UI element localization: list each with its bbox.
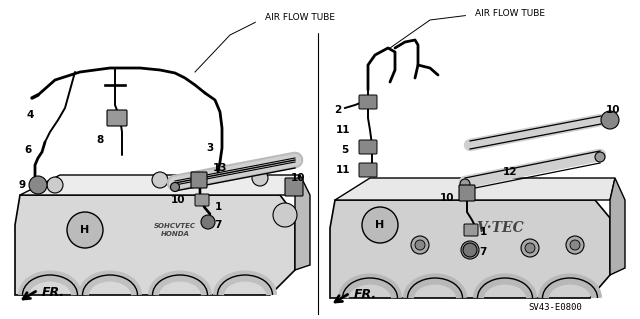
Text: 13: 13: [212, 163, 227, 173]
Circle shape: [463, 243, 477, 257]
Text: V·TEC: V·TEC: [476, 221, 524, 235]
Text: FR.: FR.: [42, 286, 65, 299]
Text: 6: 6: [24, 145, 31, 155]
Polygon shape: [15, 195, 295, 295]
Circle shape: [252, 170, 268, 186]
Text: AIR FLOW TUBE: AIR FLOW TUBE: [475, 9, 545, 18]
Text: 7: 7: [479, 247, 486, 257]
Text: 1: 1: [479, 227, 486, 237]
Circle shape: [152, 172, 168, 188]
Text: 10: 10: [440, 193, 454, 203]
Text: H: H: [81, 225, 90, 235]
Polygon shape: [335, 178, 615, 200]
Circle shape: [67, 212, 103, 248]
Circle shape: [411, 236, 429, 254]
FancyBboxPatch shape: [107, 110, 127, 126]
Circle shape: [29, 176, 47, 194]
Circle shape: [570, 240, 580, 250]
Polygon shape: [295, 175, 310, 270]
FancyBboxPatch shape: [359, 140, 377, 154]
Circle shape: [461, 241, 479, 259]
Text: SV43-E0800: SV43-E0800: [528, 303, 582, 313]
FancyBboxPatch shape: [191, 172, 207, 188]
Circle shape: [465, 245, 475, 255]
Text: 8: 8: [97, 135, 104, 145]
Text: 12: 12: [503, 167, 517, 177]
Text: FR.: FR.: [354, 288, 377, 301]
Circle shape: [362, 207, 398, 243]
Text: 11: 11: [336, 165, 350, 175]
Text: 11: 11: [336, 125, 350, 135]
Text: 7: 7: [214, 220, 221, 230]
Circle shape: [521, 239, 539, 257]
FancyBboxPatch shape: [195, 194, 209, 206]
Text: SOHCVTEC
HONDA: SOHCVTEC HONDA: [154, 224, 196, 236]
Text: H: H: [376, 220, 385, 230]
Text: 3: 3: [206, 143, 214, 153]
Circle shape: [415, 240, 425, 250]
FancyBboxPatch shape: [459, 185, 475, 201]
Text: 2: 2: [334, 105, 342, 115]
Text: 10: 10: [291, 173, 305, 183]
Circle shape: [566, 236, 584, 254]
Circle shape: [201, 215, 215, 229]
Text: 10: 10: [605, 105, 620, 115]
FancyBboxPatch shape: [359, 95, 377, 109]
Polygon shape: [330, 200, 610, 298]
Circle shape: [460, 179, 470, 189]
Polygon shape: [20, 175, 300, 195]
Text: AIR FLOW TUBE: AIR FLOW TUBE: [265, 13, 335, 23]
Polygon shape: [610, 178, 625, 275]
Circle shape: [595, 152, 605, 162]
Text: 9: 9: [19, 180, 26, 190]
Text: 1: 1: [214, 202, 221, 212]
Text: 10: 10: [171, 195, 185, 205]
Circle shape: [273, 203, 297, 227]
FancyBboxPatch shape: [285, 178, 303, 196]
Text: 5: 5: [341, 145, 349, 155]
Circle shape: [601, 111, 619, 129]
FancyBboxPatch shape: [359, 163, 377, 177]
Circle shape: [170, 182, 179, 191]
FancyBboxPatch shape: [464, 224, 478, 236]
Text: 4: 4: [26, 110, 34, 120]
Circle shape: [47, 177, 63, 193]
Circle shape: [525, 243, 535, 253]
